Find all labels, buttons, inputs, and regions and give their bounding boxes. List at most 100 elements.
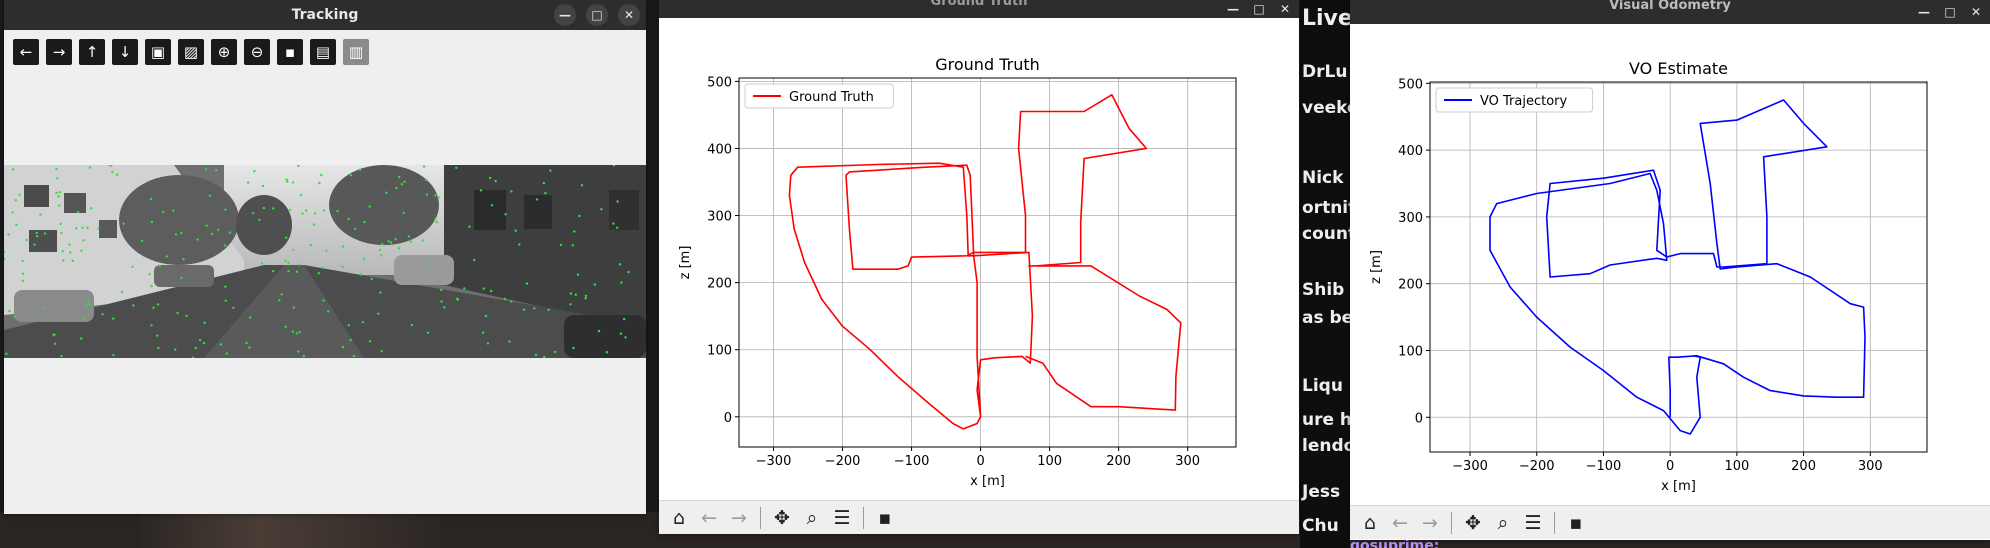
feature-point	[572, 346, 575, 350]
feature-point	[309, 243, 313, 247]
zoom-in-icon[interactable]: ⊕	[211, 39, 237, 65]
feature-point	[75, 227, 78, 230]
maximize-icon[interactable]: □	[586, 4, 608, 26]
maximize-icon[interactable]: □	[1944, 5, 1956, 19]
feature-point	[245, 341, 248, 345]
feature-point	[522, 308, 526, 311]
feature-point	[140, 239, 144, 243]
feature-point	[69, 251, 72, 254]
feature-point	[11, 211, 14, 214]
feature-point	[361, 321, 364, 324]
feature-point	[424, 178, 428, 181]
save-icon[interactable]: ▪	[878, 506, 892, 529]
visual-odometry-titlebar[interactable]: Visual Odometry — □ ✕	[1350, 0, 1990, 24]
feature-point	[249, 316, 252, 319]
image-alt-icon[interactable]: ▨	[178, 39, 204, 65]
y-tick-label: 500	[707, 75, 732, 90]
toolbar-separator	[1554, 511, 1555, 534]
feature-point	[287, 261, 290, 264]
toolbar-separator	[863, 506, 864, 529]
feature-point	[437, 196, 440, 199]
configure-icon[interactable]: ☰	[833, 506, 851, 529]
feature-point	[542, 181, 546, 185]
arrow-down-icon[interactable]: ↓	[112, 39, 138, 65]
feature-point	[569, 303, 572, 306]
close-icon[interactable]: ✕	[1970, 5, 1982, 19]
feature-point	[314, 212, 317, 215]
ground-truth-titlebar[interactable]: Ground Truth — □ ✕	[659, 0, 1299, 18]
feature-point	[325, 249, 328, 252]
legend-label: Ground Truth	[789, 90, 874, 105]
feature-point	[59, 222, 62, 226]
pan-icon[interactable]: ✥	[1465, 511, 1481, 534]
feature-point	[252, 212, 255, 215]
x-tick-label: 100	[1037, 454, 1062, 469]
feature-point	[112, 354, 115, 357]
back-icon[interactable]: ←	[701, 506, 717, 529]
feature-point	[84, 304, 87, 307]
feature-point	[422, 165, 426, 168]
feature-point	[363, 220, 366, 224]
feature-point	[210, 232, 213, 236]
matplotlib-toolbar: ⌂ ← → ✥ ⌕ ☰ ▪	[659, 500, 1299, 534]
clipboard-icon[interactable]: ▤	[310, 39, 336, 65]
save-icon[interactable]: ▪	[277, 39, 303, 65]
feature-point	[580, 184, 584, 187]
feature-point	[39, 213, 42, 216]
feature-point	[443, 306, 446, 309]
arrow-left-icon[interactable]: ←	[13, 39, 39, 65]
configure-icon[interactable]: ☰	[1524, 511, 1542, 534]
tracking-titlebar[interactable]: Tracking — □ ✕	[4, 0, 646, 30]
feature-point	[55, 191, 58, 194]
image-icon[interactable]: ▣	[145, 39, 171, 65]
feature-point	[434, 218, 437, 221]
feature-point	[341, 345, 345, 349]
zoom-out-icon[interactable]: ⊖	[244, 39, 270, 65]
feature-point	[232, 306, 235, 309]
feature-point	[368, 205, 371, 208]
feature-point	[88, 166, 92, 169]
arrow-up-icon[interactable]: ↑	[79, 39, 105, 65]
home-icon[interactable]: ⌂	[672, 506, 686, 529]
close-icon[interactable]: ✕	[1279, 2, 1291, 16]
feature-point	[278, 299, 281, 302]
save-icon[interactable]: ▪	[1569, 511, 1583, 534]
minimize-icon[interactable]: —	[1227, 2, 1239, 16]
feature-point	[434, 194, 437, 197]
properties-icon[interactable]: ▥	[343, 39, 369, 65]
y-tick-label: 300	[707, 210, 732, 225]
feature-point	[97, 227, 100, 230]
back-icon[interactable]: ←	[1392, 511, 1408, 534]
close-icon[interactable]: ✕	[618, 4, 640, 26]
forward-icon[interactable]: →	[731, 506, 747, 529]
feature-point	[4, 257, 6, 261]
y-tick-label: 200	[1398, 278, 1423, 293]
feature-point	[616, 200, 619, 203]
feature-point	[246, 181, 250, 184]
zoom-icon[interactable]: ⌕	[806, 506, 818, 529]
x-tick-label: −100	[894, 454, 930, 469]
feature-point	[569, 292, 573, 295]
pan-icon[interactable]: ✥	[774, 506, 790, 529]
forward-icon[interactable]: →	[1422, 511, 1438, 534]
feature-point	[389, 241, 393, 244]
feature-point	[4, 250, 6, 254]
minimize-icon[interactable]: —	[554, 4, 576, 26]
minimize-icon[interactable]: —	[1918, 5, 1930, 19]
arrow-right-icon[interactable]: →	[46, 39, 72, 65]
feature-point	[398, 175, 401, 179]
x-axis-label: x [m]	[970, 474, 1005, 489]
feature-point	[440, 300, 443, 303]
feature-point	[298, 330, 301, 334]
feature-point	[490, 204, 494, 207]
maximize-icon[interactable]: □	[1253, 2, 1265, 16]
legend-box	[1435, 87, 1594, 113]
feature-point	[349, 174, 353, 177]
feature-point	[409, 240, 412, 243]
feature-point	[605, 351, 609, 354]
feature-point	[224, 208, 227, 211]
feature-point	[198, 339, 202, 342]
zoom-icon[interactable]: ⌕	[1497, 511, 1509, 534]
x-tick-label: 200	[1791, 459, 1816, 474]
home-icon[interactable]: ⌂	[1363, 511, 1377, 534]
